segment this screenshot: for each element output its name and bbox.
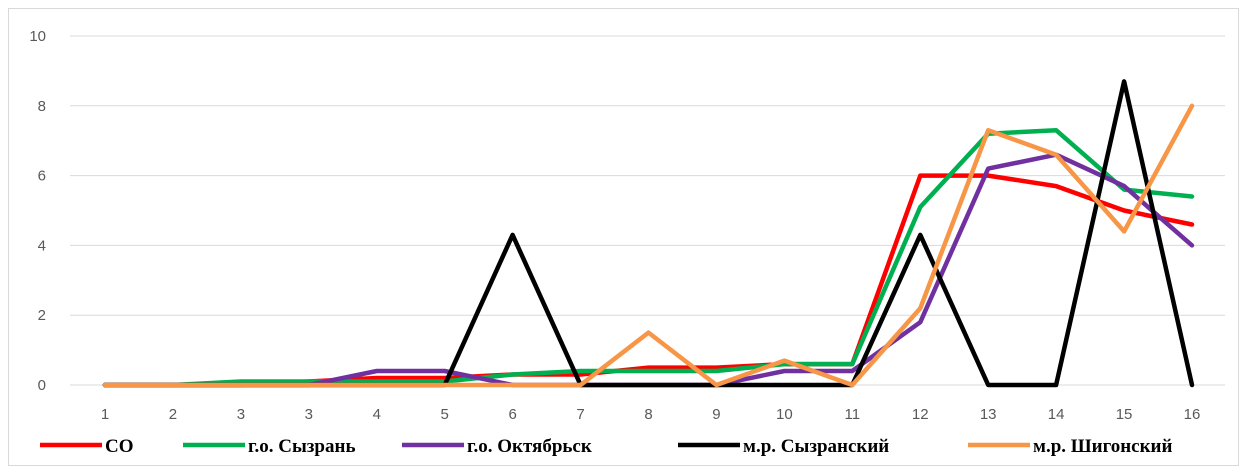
x-tick-label: 11 [845,406,861,423]
x-tick-label: 5 [441,406,449,423]
x-tick-label: 6 [508,406,516,423]
chart-frame [8,8,1239,466]
x-tick-label: 3 [305,406,313,423]
x-tick-label: 9 [712,406,720,423]
x-tick-label: 7 [576,406,584,423]
x-tick-label: 4 [373,406,381,423]
series-line-2 [102,127,1195,388]
x-tick-label: 1 [101,406,109,423]
y-tick-label: 8 [38,98,46,115]
x-tick-label: 13 [980,406,997,423]
legend-label-5: м.р. Шигонский [1033,436,1173,457]
x-tick-label: 15 [1116,406,1133,423]
series-line-3 [102,152,1195,388]
x-axis-ticks: 1 2 3 3 4 5 6 7 8 9 10 11 12 13 14 15 16 [101,406,1201,423]
x-tick-label: 3 [237,406,245,423]
x-tick-label: 12 [912,406,929,423]
x-tick-label: 8 [644,406,652,423]
x-tick-label: 10 [776,406,793,423]
series-line-5 [102,103,1195,388]
y-tick-label: 10 [29,28,46,45]
y-tick-label: 4 [38,237,46,254]
series-line-4 [102,79,1195,388]
x-tick-label: 14 [1048,406,1065,423]
x-tick-label: 16 [1184,406,1201,423]
series-line-1 [102,173,1195,388]
y-tick-label: 2 [38,307,46,324]
x-tick-label: 2 [169,406,177,423]
legend-label-4: м.р. Сызранский [743,436,889,457]
y-tick-label: 0 [38,377,46,394]
y-axis-ticks: 0 2 4 6 8 10 [29,28,46,394]
legend: СО г.о. Сызрань г.о. Октябрьск м.р. Сызранс… [40,436,1173,457]
series-lines [102,79,1195,388]
y-tick-label: 6 [38,168,46,185]
legend-label-2: г.о. Сызрань [248,436,356,457]
legend-label-3: г.о. Октябрьск [467,436,592,457]
legend-label-1: СО [105,436,134,457]
